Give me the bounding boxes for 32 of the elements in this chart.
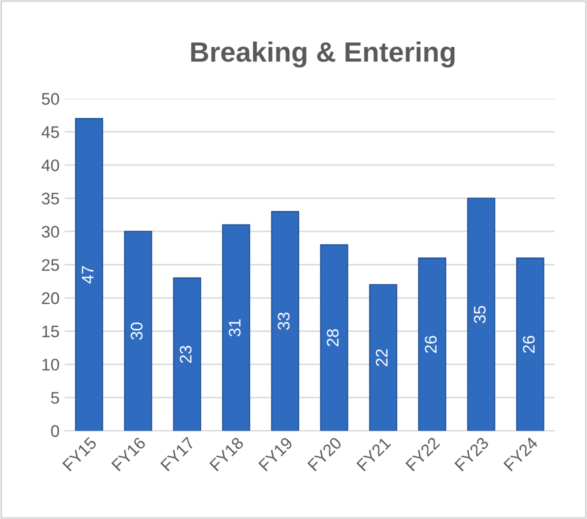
bar: [173, 277, 202, 431]
data-label: 33: [278, 312, 290, 330]
y-tick-label: 40: [42, 159, 60, 172]
bar: [369, 284, 398, 431]
data-label: 47: [82, 266, 94, 284]
bar: [75, 118, 104, 431]
y-tick-label: 30: [42, 226, 60, 238]
y-tick-label: 5: [51, 392, 60, 404]
bar: [320, 244, 348, 431]
chart-title: Breaking & Entering: [191, 41, 455, 68]
bar: [418, 257, 446, 431]
data-label: 22: [376, 349, 388, 366]
bar: [222, 224, 250, 431]
data-label: 26: [522, 336, 535, 353]
y-tick-label: 35: [42, 192, 60, 204]
bar: [124, 230, 152, 431]
y-tick-label: 45: [42, 126, 60, 138]
y-tick-label: 20: [42, 292, 60, 304]
y-tick-label: 15: [42, 326, 60, 338]
data-label: 28: [326, 329, 339, 346]
data-label: 35: [474, 306, 486, 324]
data-label: 30: [130, 322, 143, 340]
bar: [467, 198, 496, 431]
data-label: 23: [180, 346, 192, 363]
data-label: 31: [228, 319, 241, 336]
y-tick-label: 0: [51, 425, 60, 437]
y-tick-label: 10: [42, 358, 60, 371]
y-tick-label: 50: [42, 93, 60, 105]
data-label: 26: [424, 336, 437, 353]
bar: [271, 210, 300, 431]
bar: [516, 257, 544, 431]
y-tick-label: 25: [42, 259, 60, 271]
